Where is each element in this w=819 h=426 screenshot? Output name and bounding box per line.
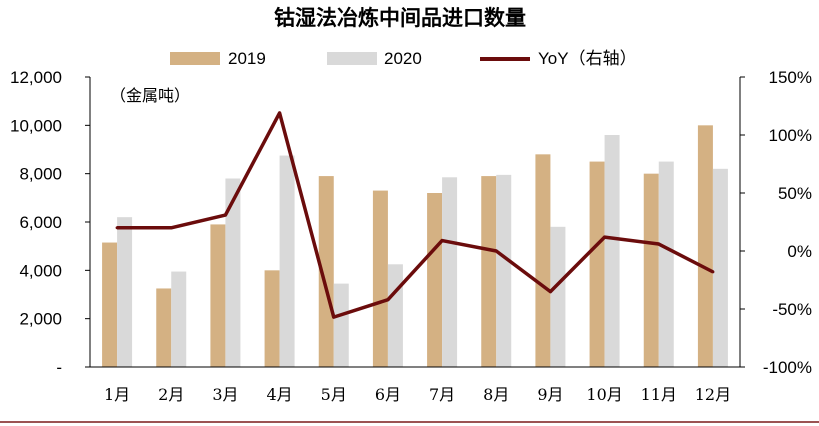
left-tick-label: 8,000 xyxy=(19,165,62,184)
category-label: 3月 xyxy=(212,385,238,404)
category-label: 7月 xyxy=(429,385,455,404)
category-label: 2月 xyxy=(158,385,184,404)
right-tick-label: -50% xyxy=(772,300,812,319)
category-label: 9月 xyxy=(537,385,563,404)
legend-swatch-2020 xyxy=(327,52,377,65)
yoy-point-6 xyxy=(386,298,390,302)
category-label: 5月 xyxy=(321,385,347,404)
bar-2020-8 xyxy=(496,174,512,367)
yoy-point-3 xyxy=(223,213,227,217)
category-label: 4月 xyxy=(266,385,292,404)
bar-2020-6 xyxy=(387,264,403,367)
yoy-point-1 xyxy=(115,226,119,230)
yoy-point-2 xyxy=(169,226,173,230)
right-tick-label: 150% xyxy=(769,68,812,87)
bar-2020-1 xyxy=(117,217,133,367)
left-tick-label: - xyxy=(56,358,62,377)
bar-2020-7 xyxy=(442,177,458,367)
bar-2019-6 xyxy=(372,190,388,367)
category-label: 12月 xyxy=(695,385,731,404)
yoy-point-7 xyxy=(440,239,444,243)
category-label: 1月 xyxy=(104,385,130,404)
bar-2020-5 xyxy=(333,283,349,367)
legend-label-2019: 2019 xyxy=(228,49,266,68)
right-tick-label: 50% xyxy=(778,184,812,203)
bar-2019-4 xyxy=(264,270,280,367)
left-tick-label: 2,000 xyxy=(19,310,62,329)
legend-label-2020: 2020 xyxy=(384,49,422,68)
bar-2019-9 xyxy=(535,154,551,367)
yoy-point-9 xyxy=(548,290,552,294)
bar-2020-11 xyxy=(658,161,674,367)
bar-2019-2 xyxy=(156,288,172,367)
yoy-line xyxy=(117,111,714,319)
legend-swatch-2019 xyxy=(170,52,220,65)
legend-label-yoy: YoY（右轴） xyxy=(538,49,637,68)
bar-2020-12 xyxy=(712,168,728,367)
left-tick-label: 12,000 xyxy=(10,68,62,87)
category-label: 11月 xyxy=(641,385,677,404)
yoy-point-12 xyxy=(711,270,715,274)
category-label: 10月 xyxy=(586,385,622,404)
axes xyxy=(85,76,745,368)
bars xyxy=(102,125,728,367)
yoy-point-11 xyxy=(657,242,661,246)
bar-2020-9 xyxy=(550,226,566,367)
legend: 2019 2020 YoY（右轴） xyxy=(170,49,637,68)
left-tick-label: 10,000 xyxy=(10,116,62,135)
yoy-point-5 xyxy=(332,315,336,319)
tick-labels: - 2,000 4,000 6,000 8,000 10,000 12,000 -100% -5… xyxy=(10,68,812,404)
bar-2019-1 xyxy=(102,242,118,367)
bar-2019-5 xyxy=(318,176,334,367)
yoy-point-8 xyxy=(494,249,498,253)
category-label: 6月 xyxy=(375,385,401,404)
bar-2020-2 xyxy=(171,271,187,367)
right-tick-label: 100% xyxy=(769,126,812,145)
right-tick-label: 0% xyxy=(787,242,812,261)
category-label: 8月 xyxy=(483,385,509,404)
bar-2019-8 xyxy=(481,176,497,367)
bar-2019-10 xyxy=(589,161,605,367)
yoy-point-10 xyxy=(603,235,607,239)
left-tick-label: 6,000 xyxy=(19,213,62,232)
yoy-point-4 xyxy=(278,111,282,115)
chart-title: 钴湿法冶炼中间品进口数量 xyxy=(274,5,526,30)
bar-2019-11 xyxy=(643,173,659,367)
bar-2019-7 xyxy=(427,193,443,367)
unit-label: （金属吨） xyxy=(110,86,190,105)
bar-2019-12 xyxy=(697,125,713,367)
bar-2020-4 xyxy=(279,155,295,367)
bar-2019-3 xyxy=(210,224,226,367)
right-tick-label: -100% xyxy=(763,358,812,377)
yoy-line-group xyxy=(115,111,715,319)
bar-2020-10 xyxy=(604,135,620,367)
bar-2020-3 xyxy=(225,178,241,367)
left-tick-label: 4,000 xyxy=(19,261,62,280)
